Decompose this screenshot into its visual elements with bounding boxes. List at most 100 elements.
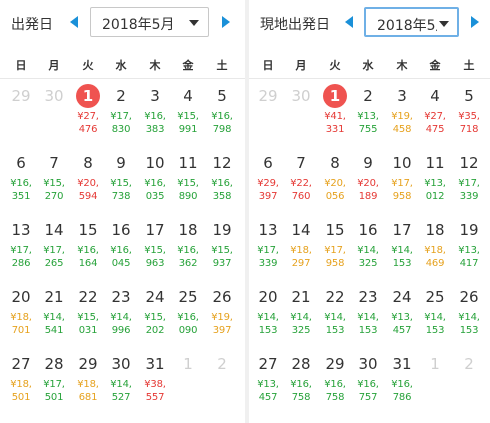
calendar-day-cell[interactable]: 6 ¥29, 397 [251, 151, 285, 215]
local-departure-header: 現地出発日 2018年5月 [249, 7, 490, 37]
day-number: 7 [49, 154, 59, 172]
calendar-day-cell[interactable]: 13 ¥17, 286 [4, 218, 38, 282]
calendar-day-cell[interactable]: 15 ¥16, 164 [71, 218, 105, 282]
weekday-header-row: 日 月 火 水 木 金 土 [249, 57, 490, 72]
departure-month-select[interactable]: 2018年5月 [90, 7, 209, 37]
calendar-day-cell[interactable]: 7 ¥15, 270 [37, 151, 71, 215]
calendar-day-cell[interactable]: 4 ¥15, 991 [171, 84, 205, 148]
day-number: 19 [212, 221, 232, 239]
departure-header: 出発日 2018年5月 [0, 7, 245, 37]
calendar-day-cell[interactable]: 5 ¥16, 798 [205, 84, 239, 148]
day-number: 22 [325, 288, 345, 306]
calendar-day-cell[interactable]: 16 ¥16, 045 [104, 218, 138, 282]
calendar-day-cell[interactable]: 17 ¥14, 153 [385, 218, 419, 282]
calendar-day-cell[interactable]: 10 ¥17, 958 [385, 151, 419, 215]
calendar-day-cell[interactable]: 21 ¥14, 541 [37, 285, 71, 349]
calendar-day-cell[interactable]: 2 ¥17, 830 [104, 84, 138, 148]
day-price: ¥13, 012 [424, 178, 446, 202]
calendar-day-cell[interactable]: 17 ¥15, 963 [138, 218, 172, 282]
calendar-day-cell[interactable]: 26 ¥19, 397 [205, 285, 239, 349]
calendar-day-cell[interactable]: 3 ¥19, 458 [385, 84, 419, 148]
day-number: 8 [83, 154, 93, 172]
calendar-day-cell[interactable]: 18 ¥18, 469 [418, 218, 452, 282]
calendar-day-cell[interactable]: 8 ¥20, 056 [318, 151, 352, 215]
prev-month-arrow-icon[interactable] [70, 16, 78, 28]
calendar-day-cell[interactable]: 29 ¥18, 681 [71, 352, 105, 416]
day-number: 10 [392, 154, 412, 172]
calendar-day-cell[interactable]: 25 ¥16, 090 [171, 285, 205, 349]
calendar-day-cell[interactable]: 31 ¥16, 786 [385, 352, 419, 416]
next-month-arrow-icon[interactable] [222, 16, 230, 28]
day-price: ¥18, 701 [10, 312, 32, 336]
calendar-day-cell[interactable]: 15 ¥17, 958 [318, 218, 352, 282]
calendar-day-cell[interactable]: 21 ¥14, 325 [284, 285, 318, 349]
calendar-day-cell[interactable]: 2 ¥13, 755 [351, 84, 385, 148]
day-number: 27 [11, 355, 31, 373]
calendar-day-cell[interactable]: 6 ¥16, 351 [4, 151, 38, 215]
calendar-day-cell[interactable]: 12 ¥17, 339 [452, 151, 486, 215]
calendar-day-cell[interactable]: 30 ¥16, 757 [351, 352, 385, 416]
calendar-day-cell[interactable]: 28 ¥16, 758 [284, 352, 318, 416]
calendar-day-cell[interactable]: 7 ¥22, 760 [284, 151, 318, 215]
calendar-day-cell[interactable]: 5 ¥35, 718 [452, 84, 486, 148]
calendar-day-cell[interactable]: 11 ¥15, 890 [171, 151, 205, 215]
calendar-day-cell[interactable]: 4 ¥27, 475 [418, 84, 452, 148]
day-price: ¥16, 090 [177, 312, 199, 336]
calendar-day-cell[interactable]: 24 ¥13, 457 [385, 285, 419, 349]
calendar-day-cell[interactable]: 12 ¥16, 358 [205, 151, 239, 215]
header-divider [249, 78, 490, 79]
next-month-arrow-icon[interactable] [471, 16, 479, 28]
day-number: 4 [430, 87, 440, 105]
prev-month-arrow-icon[interactable] [345, 16, 353, 28]
calendar-day-cell[interactable]: 24 ¥15, 202 [138, 285, 172, 349]
calendar-day-cell[interactable]: 22 ¥14, 153 [318, 285, 352, 349]
day-number: 16 [111, 221, 131, 239]
day-price: ¥19, 458 [391, 111, 413, 135]
weekday-label: 日 [15, 59, 27, 72]
calendar-day-cell[interactable]: 16 ¥14, 325 [351, 218, 385, 282]
weekday-label: 日 [262, 59, 274, 72]
calendar-day-cell[interactable]: 3 ¥16, 383 [138, 84, 172, 148]
calendar-day-cell[interactable]: 14 ¥17, 265 [37, 218, 71, 282]
calendar-day-cell[interactable]: 23 ¥14, 153 [351, 285, 385, 349]
calendar-day-cell[interactable]: 10 ¥16, 035 [138, 151, 172, 215]
calendar-day-cell[interactable]: 20 ¥18, 701 [4, 285, 38, 349]
calendar-day-cell[interactable]: 27 ¥13, 457 [251, 352, 285, 416]
day-number: 3 [150, 87, 160, 105]
calendar-day-cell[interactable]: 1 ¥41, 331 [318, 84, 352, 148]
calendar-day-cell[interactable]: 30 ¥14, 527 [104, 352, 138, 416]
weekday-label: 土 [463, 59, 475, 72]
calendar-day-cell[interactable]: 31 ¥38, 557 [138, 352, 172, 416]
calendar-day-cell[interactable]: 23 ¥14, 996 [104, 285, 138, 349]
calendar-day-cell[interactable]: 1 ¥27, 476 [71, 84, 105, 148]
day-price: ¥15, 890 [177, 178, 199, 202]
day-price: ¥20, 189 [357, 178, 379, 202]
calendar-day-cell[interactable]: 26 ¥14, 153 [452, 285, 486, 349]
calendar-day-cell[interactable]: 28 ¥17, 501 [37, 352, 71, 416]
day-number: 18 [425, 221, 445, 239]
day-number: 2 [116, 87, 126, 105]
day-price: ¥17, 958 [324, 245, 346, 269]
calendar-day-cell[interactable]: 22 ¥15, 031 [71, 285, 105, 349]
calendar-day-cell[interactable]: 18 ¥16, 362 [171, 218, 205, 282]
calendar-day-cell[interactable]: 25 ¥14, 153 [418, 285, 452, 349]
day-number: 29 [11, 87, 31, 105]
departure-month-value: 2018年5月 [102, 17, 175, 33]
calendar-day-cell[interactable]: 20 ¥14, 153 [251, 285, 285, 349]
day-number: 26 [459, 288, 479, 306]
day-number: 30 [291, 87, 311, 105]
day-price: ¥20, 594 [77, 178, 99, 202]
calendar-day-cell[interactable]: 27 ¥18, 501 [4, 352, 38, 416]
calendar-day-cell[interactable]: 14 ¥18, 297 [284, 218, 318, 282]
calendar-day-cell[interactable]: 19 ¥15, 937 [205, 218, 239, 282]
calendar-day-cell[interactable]: 29 ¥16, 758 [318, 352, 352, 416]
day-number: 6 [16, 154, 26, 172]
calendar-day-cell[interactable]: 8 ¥20, 594 [71, 151, 105, 215]
calendar-day-cell[interactable]: 11 ¥13, 012 [418, 151, 452, 215]
local-departure-month-select[interactable]: 2018年5月 [364, 7, 459, 37]
calendar-day-cell[interactable]: 13 ¥17, 339 [251, 218, 285, 282]
calendar-day-cell[interactable]: 9 ¥15, 738 [104, 151, 138, 215]
calendar-day-cell[interactable]: 9 ¥20, 189 [351, 151, 385, 215]
calendar-day-cell[interactable]: 19 ¥13, 417 [452, 218, 486, 282]
day-number: 27 [258, 355, 278, 373]
